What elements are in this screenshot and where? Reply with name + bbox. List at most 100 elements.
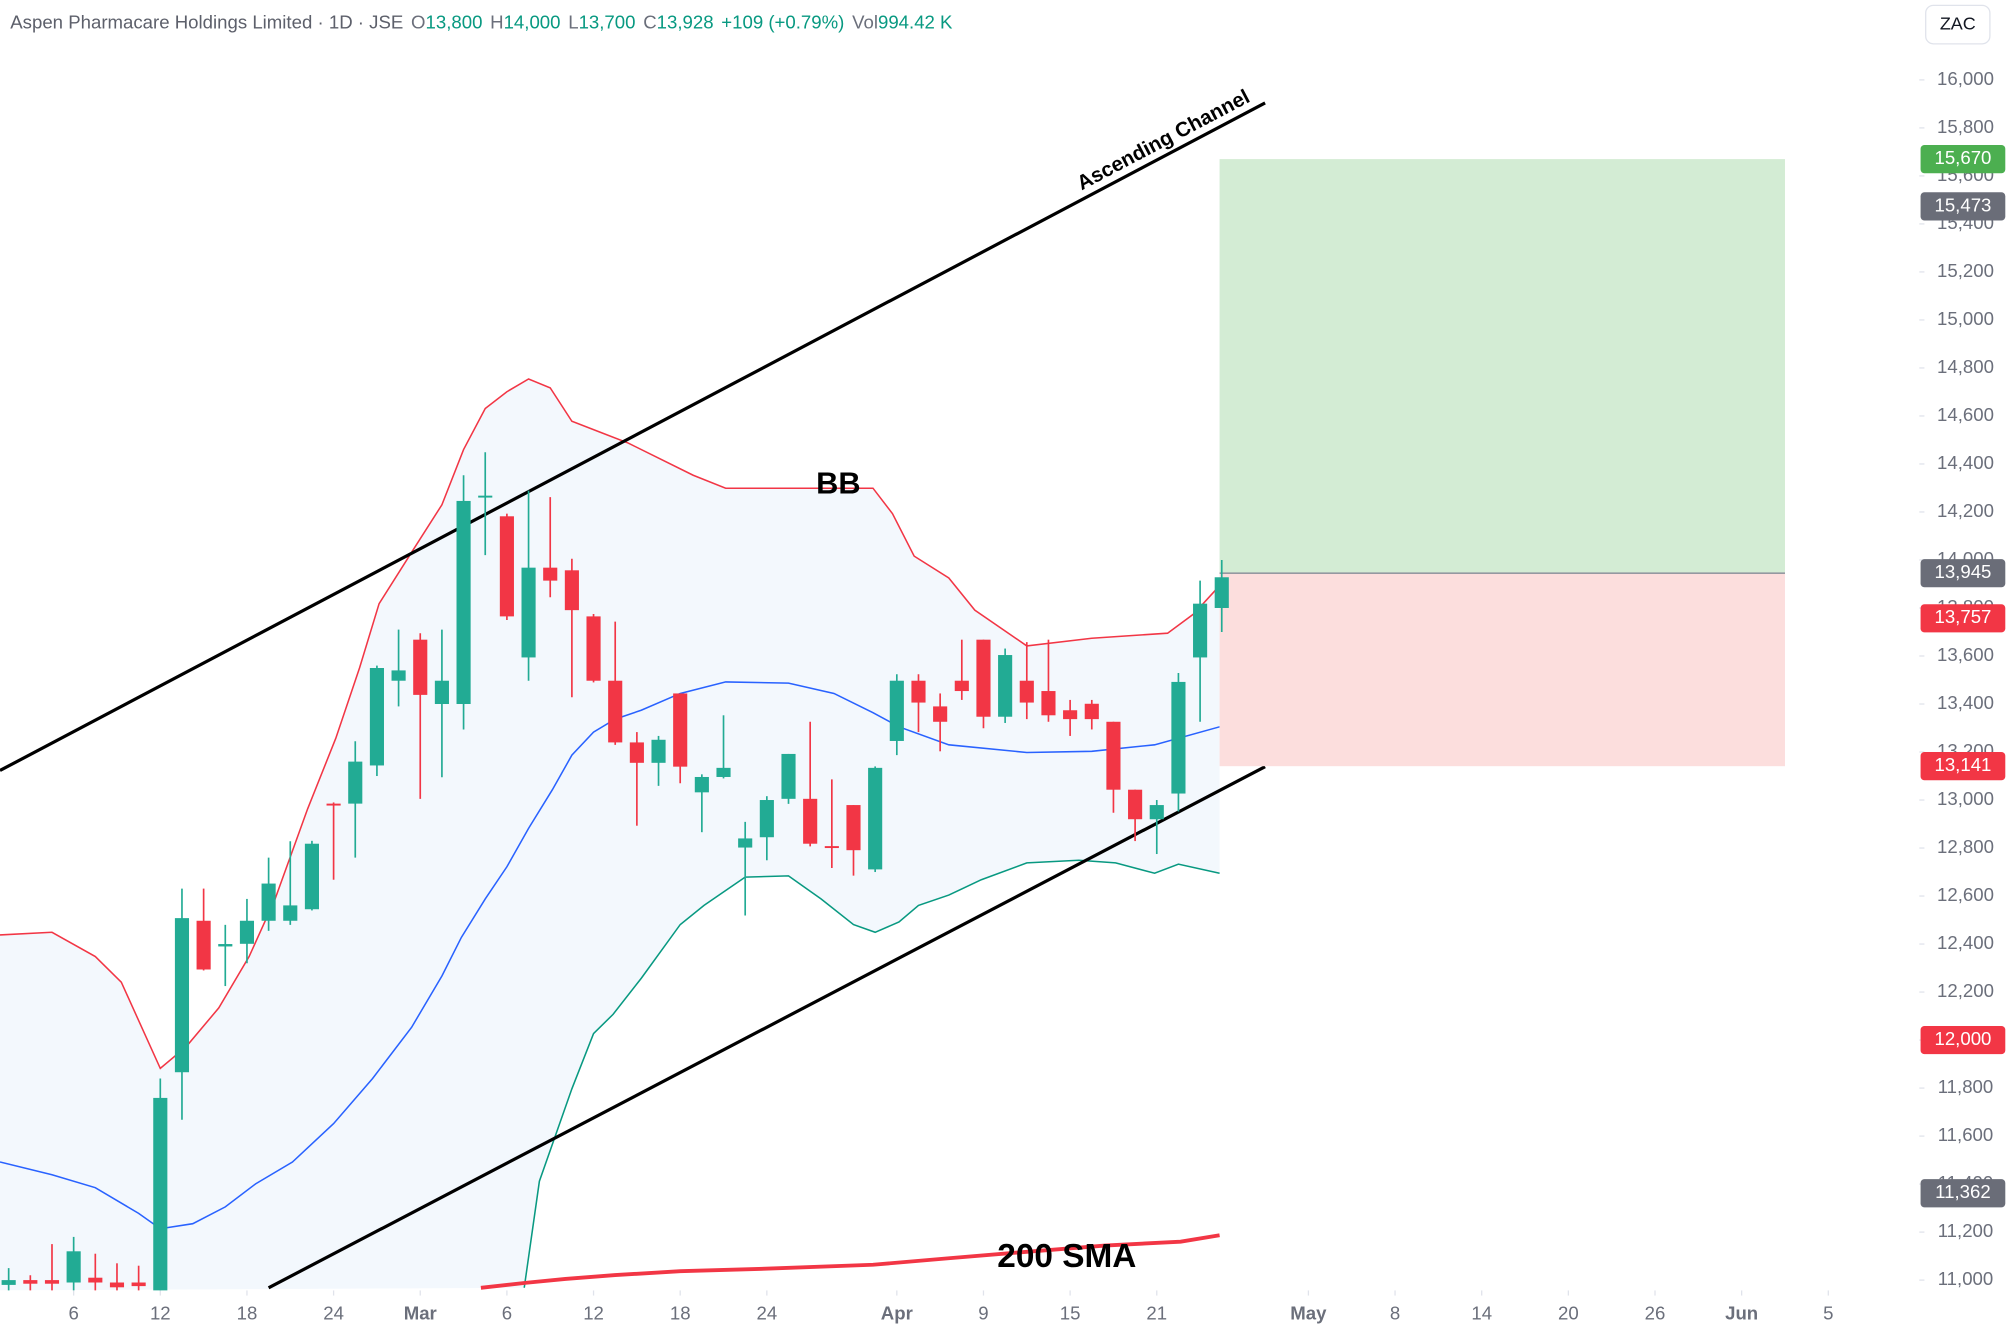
x-tick-label: 9 (978, 1303, 988, 1324)
candle-body (1084, 703, 1099, 720)
symbol: Aspen Pharmacare Holdings Limited · 1D ·… (10, 11, 403, 32)
candle-body (456, 500, 471, 705)
y-tick-label: 14,400 (1937, 452, 1994, 473)
y-tick-label: 13,400 (1937, 692, 1994, 713)
x-tick-label: 6 (68, 1303, 78, 1324)
quote-value: 13,700 (579, 11, 636, 32)
candle-body (846, 805, 861, 851)
candle-body (608, 680, 623, 743)
quote-value: 13,800 (426, 11, 483, 32)
y-tick-label: 12,600 (1937, 884, 1994, 905)
candle-body (1193, 603, 1208, 658)
y-tick-label: 11,600 (1938, 1124, 1994, 1145)
candle-body (109, 1282, 125, 1288)
candle-body (218, 944, 233, 947)
bb-upper (0, 378, 1221, 1070)
x-tick-label: 18 (237, 1303, 258, 1324)
y-tick-label: 13,000 (1937, 788, 1994, 809)
y-tick-label: 15,800 (1937, 116, 1994, 137)
currency-button[interactable] (1925, 4, 1991, 45)
candle-body (499, 516, 514, 617)
candle-body (434, 680, 449, 705)
price-tag (1920, 604, 2006, 633)
candle-body (153, 1097, 168, 1291)
quote-value: 13,928 (657, 11, 714, 32)
candle-body (1106, 721, 1121, 790)
quote-key: C (643, 11, 656, 32)
change: +109 (+0.79%) (721, 11, 844, 32)
y-tick-label: 14,800 (1937, 356, 1994, 377)
candle-body (369, 668, 384, 766)
candle-body (88, 1277, 103, 1283)
x-tick-label: 24 (323, 1303, 344, 1324)
candle-body (283, 905, 298, 921)
x-tick-label: 6 (502, 1303, 512, 1324)
quote-key: H (490, 11, 503, 32)
candle-body (738, 838, 753, 848)
channel-upper (0, 101, 1266, 772)
quote-key: L (568, 11, 578, 32)
bb-lower (523, 859, 1220, 1288)
y-tick-label: 13,600 (1937, 644, 1994, 665)
candle-body (1171, 681, 1186, 794)
currency-label[interactable]: ZAC (1940, 13, 1976, 33)
candle-body (564, 570, 579, 611)
x-tick-label: 20 (1558, 1303, 1579, 1324)
candle-body (933, 706, 948, 722)
candle-body (629, 742, 644, 763)
y-tick-label: 12,400 (1937, 932, 1994, 953)
x-tick-label: 18 (670, 1303, 691, 1324)
candle-body (868, 767, 883, 870)
y-tick-label: 12,800 (1937, 836, 1994, 857)
overlay: ZAC Aspen Pharmacare Holdings Limited · … (10, 4, 1991, 45)
x-tick-label: 26 (1645, 1303, 1666, 1324)
candle-body (586, 616, 601, 681)
candle-body (1, 1280, 16, 1285)
y-tick-label: 11,200 (1938, 1220, 1994, 1241)
candle-body (824, 846, 839, 849)
price-tag (1920, 1179, 2006, 1208)
candle-body (673, 693, 688, 767)
candle-body (326, 803, 341, 806)
y-tick-label: 11,800 (1938, 1076, 1994, 1097)
sma-label: 200 SMA (997, 1238, 1136, 1275)
candle-body (543, 567, 558, 581)
candle-body (44, 1280, 60, 1284)
sma-line (480, 1233, 1220, 1290)
candle-body (954, 680, 969, 692)
price-tag-label: 11,362 (1935, 1181, 1991, 1202)
candle-body (348, 761, 363, 804)
price-tag (1920, 192, 2006, 221)
x-tick-label: 8 (1390, 1303, 1400, 1324)
price-tag-label: 13,945 (1934, 561, 1991, 582)
x-tick-label: 12 (150, 1303, 171, 1324)
profit-zone (1219, 159, 1785, 574)
x-tick-label: Mar (404, 1303, 437, 1324)
candle-body (1149, 805, 1164, 820)
candle-body (261, 883, 276, 921)
candle-body (976, 639, 991, 717)
header: Aspen Pharmacare Holdings Limited · 1D ·… (10, 11, 953, 32)
volume-key: Vol (852, 11, 878, 32)
candle-body (911, 680, 926, 703)
candle-body (239, 920, 255, 944)
candle-body (196, 920, 211, 970)
y-tick-label: 12,200 (1937, 980, 1994, 1001)
price-tag (1920, 1025, 2006, 1055)
candle-body (1019, 680, 1034, 703)
candle-body (694, 776, 709, 793)
candle-body (131, 1282, 146, 1287)
y-tick-label: 16,000 (1937, 68, 1994, 89)
x-tick-label: 14 (1471, 1303, 1492, 1324)
price-tag-label: 13,141 (1934, 754, 1991, 775)
candle-body (413, 639, 428, 695)
loss-zone (1219, 573, 1785, 767)
price-tag-label: 15,473 (1934, 194, 1991, 215)
candle-body (521, 567, 536, 658)
y-tick-label: 14,600 (1937, 404, 1994, 425)
channel-lower (267, 765, 1266, 1290)
candle-body (1214, 577, 1229, 608)
